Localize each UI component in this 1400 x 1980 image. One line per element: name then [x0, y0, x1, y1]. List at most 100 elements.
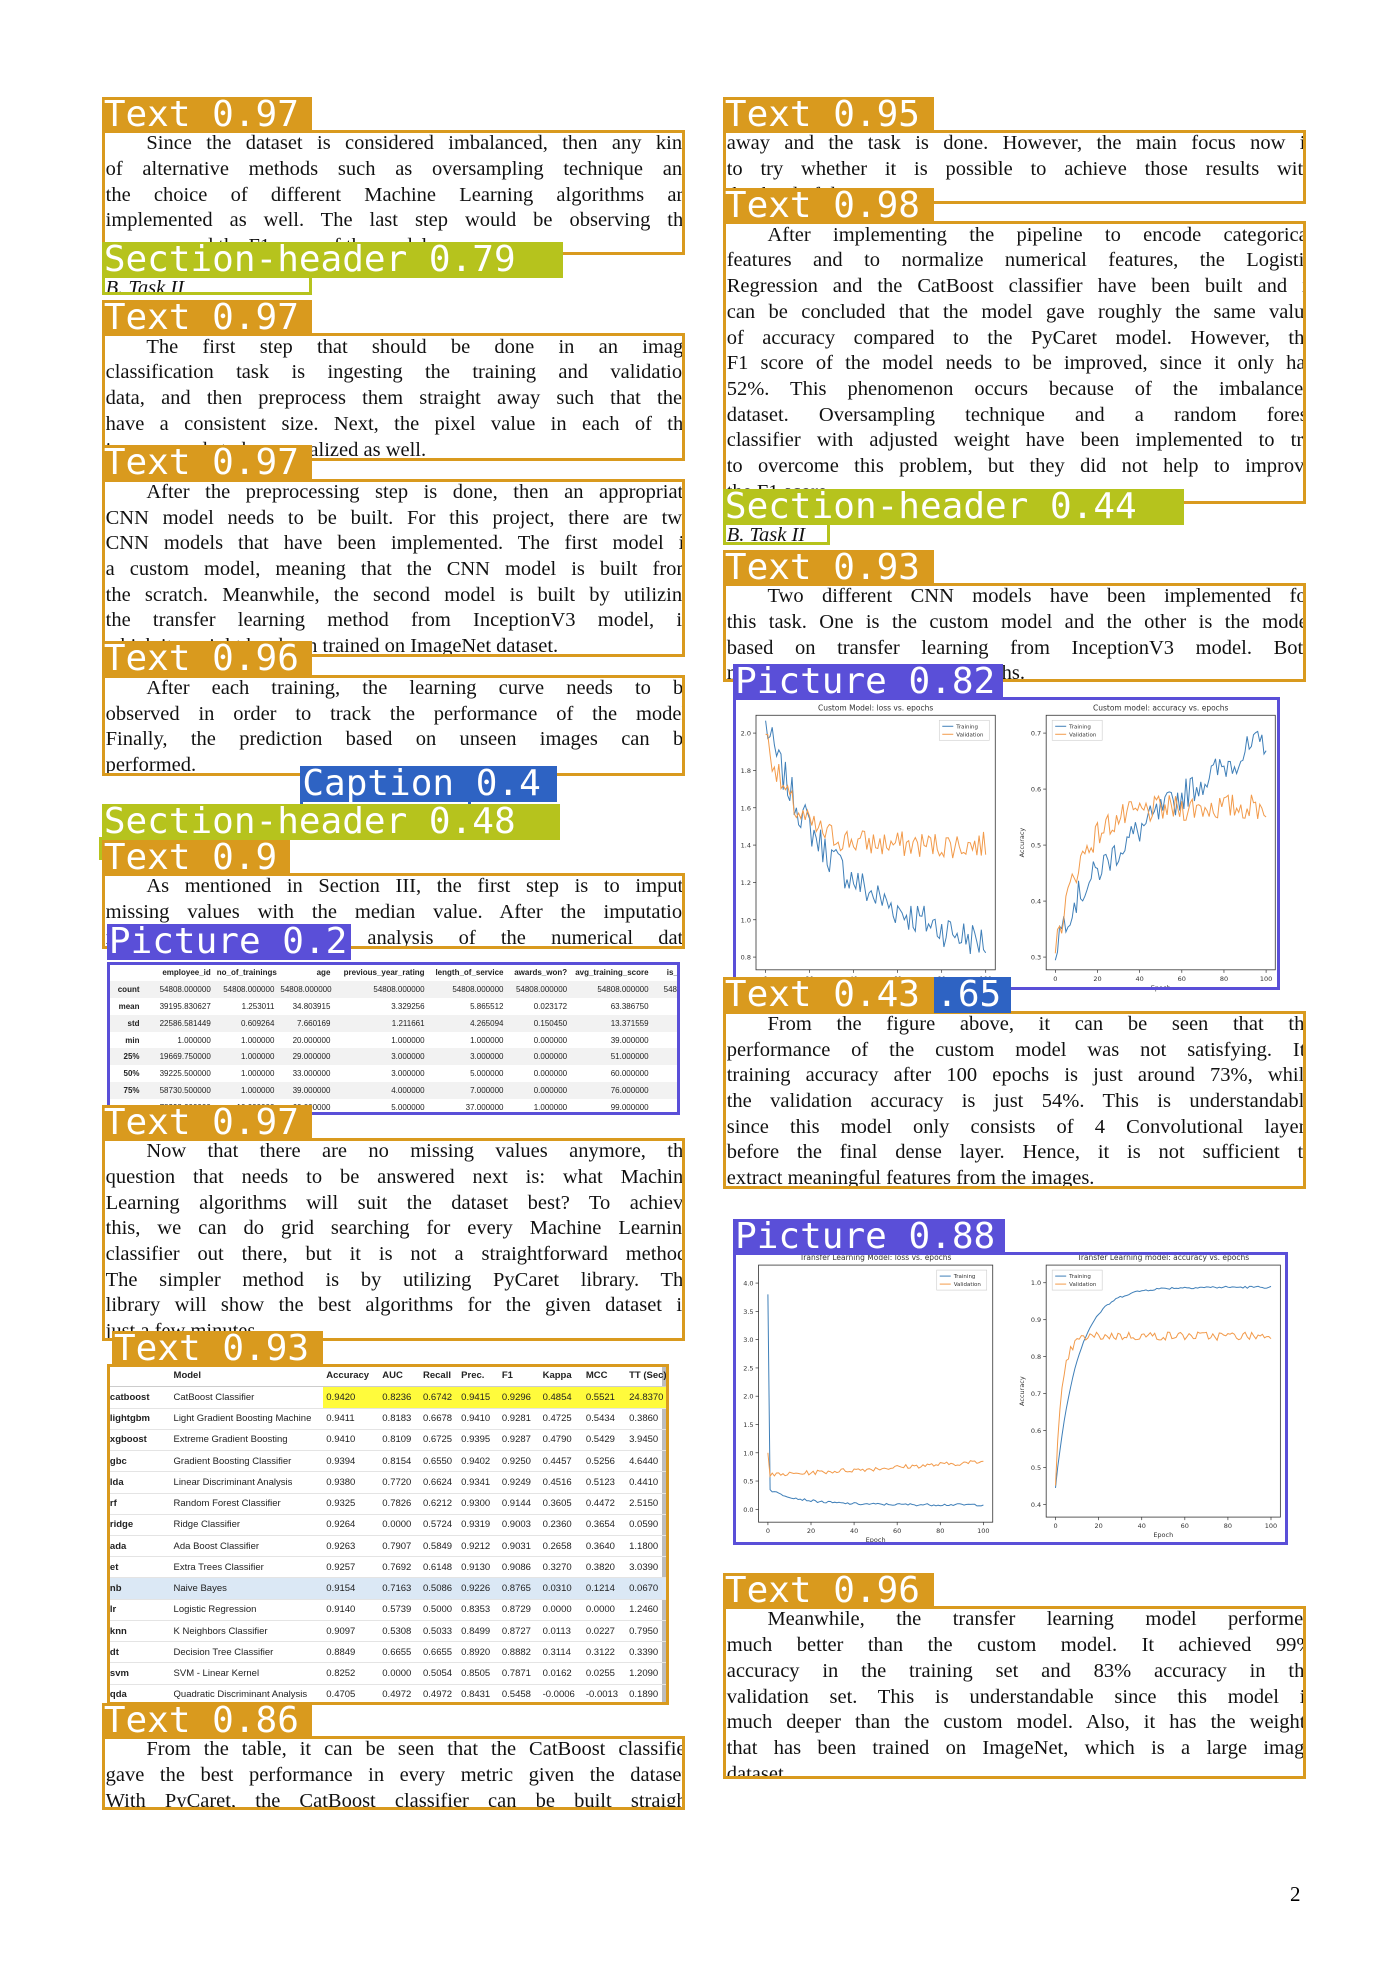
cell: dt: [106, 1641, 171, 1664]
text-line: to overcome this problem, but they did n…: [726, 455, 1306, 478]
region: Meanwhile, the transfer learning model p…: [723, 1606, 1306, 1779]
text-line: much deeper than the custom model. Also,…: [726, 1711, 1306, 1734]
cell: -0.0006: [539, 1684, 583, 1706]
region-label: Section-header 0.44: [722, 488, 1184, 525]
cell: 0.4972: [419, 1684, 459, 1706]
cell: 0.9300: [458, 1493, 499, 1515]
table-row: gbc Gradient Boosting Classifier 0.9394 0.8…: [106, 1450, 670, 1473]
header-cell: avg_training_score: [575, 967, 649, 977]
cell: 1.000000: [391, 1035, 425, 1045]
cell: 0.000000: [533, 1085, 568, 1095]
cell: CatBoost Classifier: [170, 1386, 324, 1409]
region: Since the dataset is considered imbalanc…: [102, 130, 685, 254]
cell: 0.0670: [626, 1577, 670, 1600]
cell: 0.9325: [323, 1493, 380, 1515]
region-label: .65: [934, 977, 1011, 1014]
cell: nb: [106, 1577, 171, 1600]
cell: 0.0162: [539, 1662, 583, 1685]
text-line: F1 score of the model needs to be improv…: [726, 352, 1306, 375]
table-row: min 1.000000 1.000000 20.000000 1.000000 1.00…: [109, 1031, 680, 1049]
cell: 0.4705: [323, 1684, 380, 1706]
cell: Decision Tree Classifier: [170, 1641, 324, 1664]
cell: 4.6440: [626, 1450, 670, 1473]
cell: SVM - Linear Kernel: [170, 1662, 324, 1685]
cell: 0.9212: [458, 1535, 499, 1558]
text-line: performance of the custom model was not …: [726, 1038, 1306, 1061]
cell: 0.9319: [458, 1514, 499, 1537]
table-row: 50% 39225.500000 1.000000 33.000000 3.000000…: [109, 1065, 680, 1083]
cell: 0.000000: [533, 1052, 568, 1062]
cell: 0.8729: [498, 1599, 540, 1621]
cell: lda: [106, 1471, 171, 1494]
table-row: catboost CatBoost Classifier 0.9420 0.8236 0…: [106, 1386, 670, 1409]
cell: 4.265094: [470, 1018, 504, 1028]
cell: 2.5150: [626, 1493, 670, 1515]
cell: 0.0113: [539, 1620, 583, 1643]
header-cell: Recall: [419, 1365, 459, 1388]
text-line: much better than the custom model. It ac…: [726, 1634, 1306, 1657]
cell: 0.9263: [323, 1535, 380, 1558]
cell: Random Forest Classifier: [170, 1493, 324, 1515]
text-line: missing values with the median value. Af…: [105, 901, 685, 924]
table-row: knn K Neighbors Classifier 0.9097 0.5308 0.5…: [106, 1620, 670, 1643]
cell: 0.6725: [419, 1429, 459, 1452]
cell: 0.085170: [652, 998, 680, 1015]
cell: 0.3640: [582, 1535, 627, 1558]
header-cell: Accuracy: [323, 1365, 380, 1388]
text-line: the scratch. Meanwhile, the second model…: [105, 583, 685, 606]
cell: 54808.000000: [159, 985, 211, 995]
cell: 1.000000: [177, 1035, 211, 1045]
region-label: Text 0.93: [722, 549, 935, 586]
cell: 0.5123: [582, 1471, 627, 1494]
cell: 54808.000000: [663, 985, 680, 995]
cell: 0.5308: [379, 1620, 420, 1643]
text-line: performed.: [105, 753, 197, 776]
cell: 0.9287: [498, 1429, 540, 1452]
text-line: away and the task is done. However, the …: [726, 132, 1306, 155]
cell: 19669.750000: [159, 1052, 211, 1062]
cell: 4.000000: [391, 1085, 425, 1095]
region-label: Text 0.97: [101, 445, 312, 482]
text-line: that has been trained on ImageNet, which…: [726, 1736, 1306, 1759]
text-line: library will show the best algorithms fo…: [105, 1294, 685, 1317]
cell: 0.9249: [498, 1471, 540, 1494]
cell: 0.5429: [582, 1429, 627, 1452]
cell: Gradient Boosting Classifier: [170, 1450, 324, 1473]
cell: 1.2090: [626, 1662, 670, 1685]
text-line: have a consistent size. Next, the pixel …: [105, 412, 685, 435]
table-row: dt Decision Tree Classifier 0.8849 0.6655 0.…: [106, 1641, 670, 1664]
cell: 39.000000: [610, 1035, 649, 1045]
cell: 0.1214: [582, 1577, 627, 1600]
cell: 0.7163: [379, 1577, 420, 1600]
cell: K Neighbors Classifier: [170, 1620, 324, 1643]
cell: et: [106, 1556, 171, 1579]
text-line: accuracy in the training set and 83% acc…: [726, 1659, 1306, 1682]
cell: 0.9281: [498, 1408, 540, 1430]
region-label: Picture 0.82: [733, 664, 1003, 701]
cell: 1.000000: [533, 1102, 568, 1112]
cell: 0.0000: [582, 1599, 627, 1621]
text-line: CNN model needs to be built. For this pr…: [105, 506, 685, 529]
cell: 33.000000: [292, 1069, 331, 1079]
cell: 0.4410: [626, 1471, 670, 1494]
cell: ada: [106, 1535, 171, 1558]
region-label: Section-header 0.48: [101, 804, 560, 841]
region: The first step that should be done in an…: [102, 333, 685, 461]
text-line: After each training, the learning curve …: [146, 676, 685, 699]
cell: 5.000000: [391, 1102, 425, 1112]
cell: 7.000000: [470, 1085, 504, 1095]
cell: 34.803915: [292, 1001, 331, 1011]
cell: 0.8920: [458, 1641, 499, 1664]
region: B. Task II: [723, 522, 830, 545]
cell: 0.8727: [498, 1620, 540, 1643]
text-line: classifier out there, but it is not a st…: [105, 1242, 685, 1265]
cell: 1.2460: [626, 1599, 670, 1621]
header-row: employee_id no_of_trainings age previous_ye…: [109, 963, 679, 981]
cell: 0.6655: [379, 1641, 420, 1664]
cell: 1.000000: [470, 1035, 504, 1045]
cell: 0.9410: [458, 1408, 499, 1430]
table-row: ridge Ridge Classifier 0.9264 0.0000 0.5724 0…: [106, 1514, 670, 1537]
cell: 13.371559: [610, 1018, 649, 1028]
text-line: based on transfer learning from Inceptio…: [726, 636, 1306, 659]
cell: 0.0227: [582, 1620, 627, 1643]
